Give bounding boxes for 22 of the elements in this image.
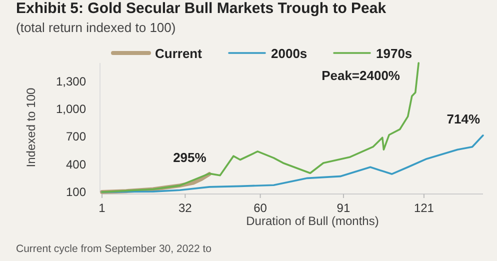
x-tick-label: 91 [336, 201, 350, 215]
chart-title: Exhibit 5: Gold Secular Bull Markets Trough to Peak [16, 0, 387, 17]
x-tick-label: 60 [254, 201, 268, 215]
legend-label: 1970s [376, 46, 412, 61]
y-tick-label: 700 [66, 130, 86, 144]
annotation: 295% [173, 150, 207, 166]
y-tick-label: 100 [66, 185, 86, 199]
legend-label: Current [155, 46, 203, 61]
annotation: 714% [446, 111, 480, 126]
text: Current cycle from September 30, 2022 to [16, 243, 212, 255]
annotation: Peak=2400% [322, 68, 400, 83]
x-tick-label: 32 [178, 201, 192, 215]
y-tick-label: 400 [66, 157, 86, 172]
x-tick-label: 121 [414, 201, 434, 215]
y-axis-title: Indexed to 100 [24, 87, 38, 168]
y-tick-label: 1,300 [56, 74, 86, 88]
x-axis-title: Duration of Bull (months) [246, 214, 379, 228]
legend-label: 2000s [271, 46, 308, 61]
chart-subtitle: (total return indexed to 100) [16, 20, 176, 35]
x-tick-label: 1 [98, 201, 106, 215]
y-tick-label: 1,000 [56, 102, 86, 116]
line-series [101, 62, 420, 193]
